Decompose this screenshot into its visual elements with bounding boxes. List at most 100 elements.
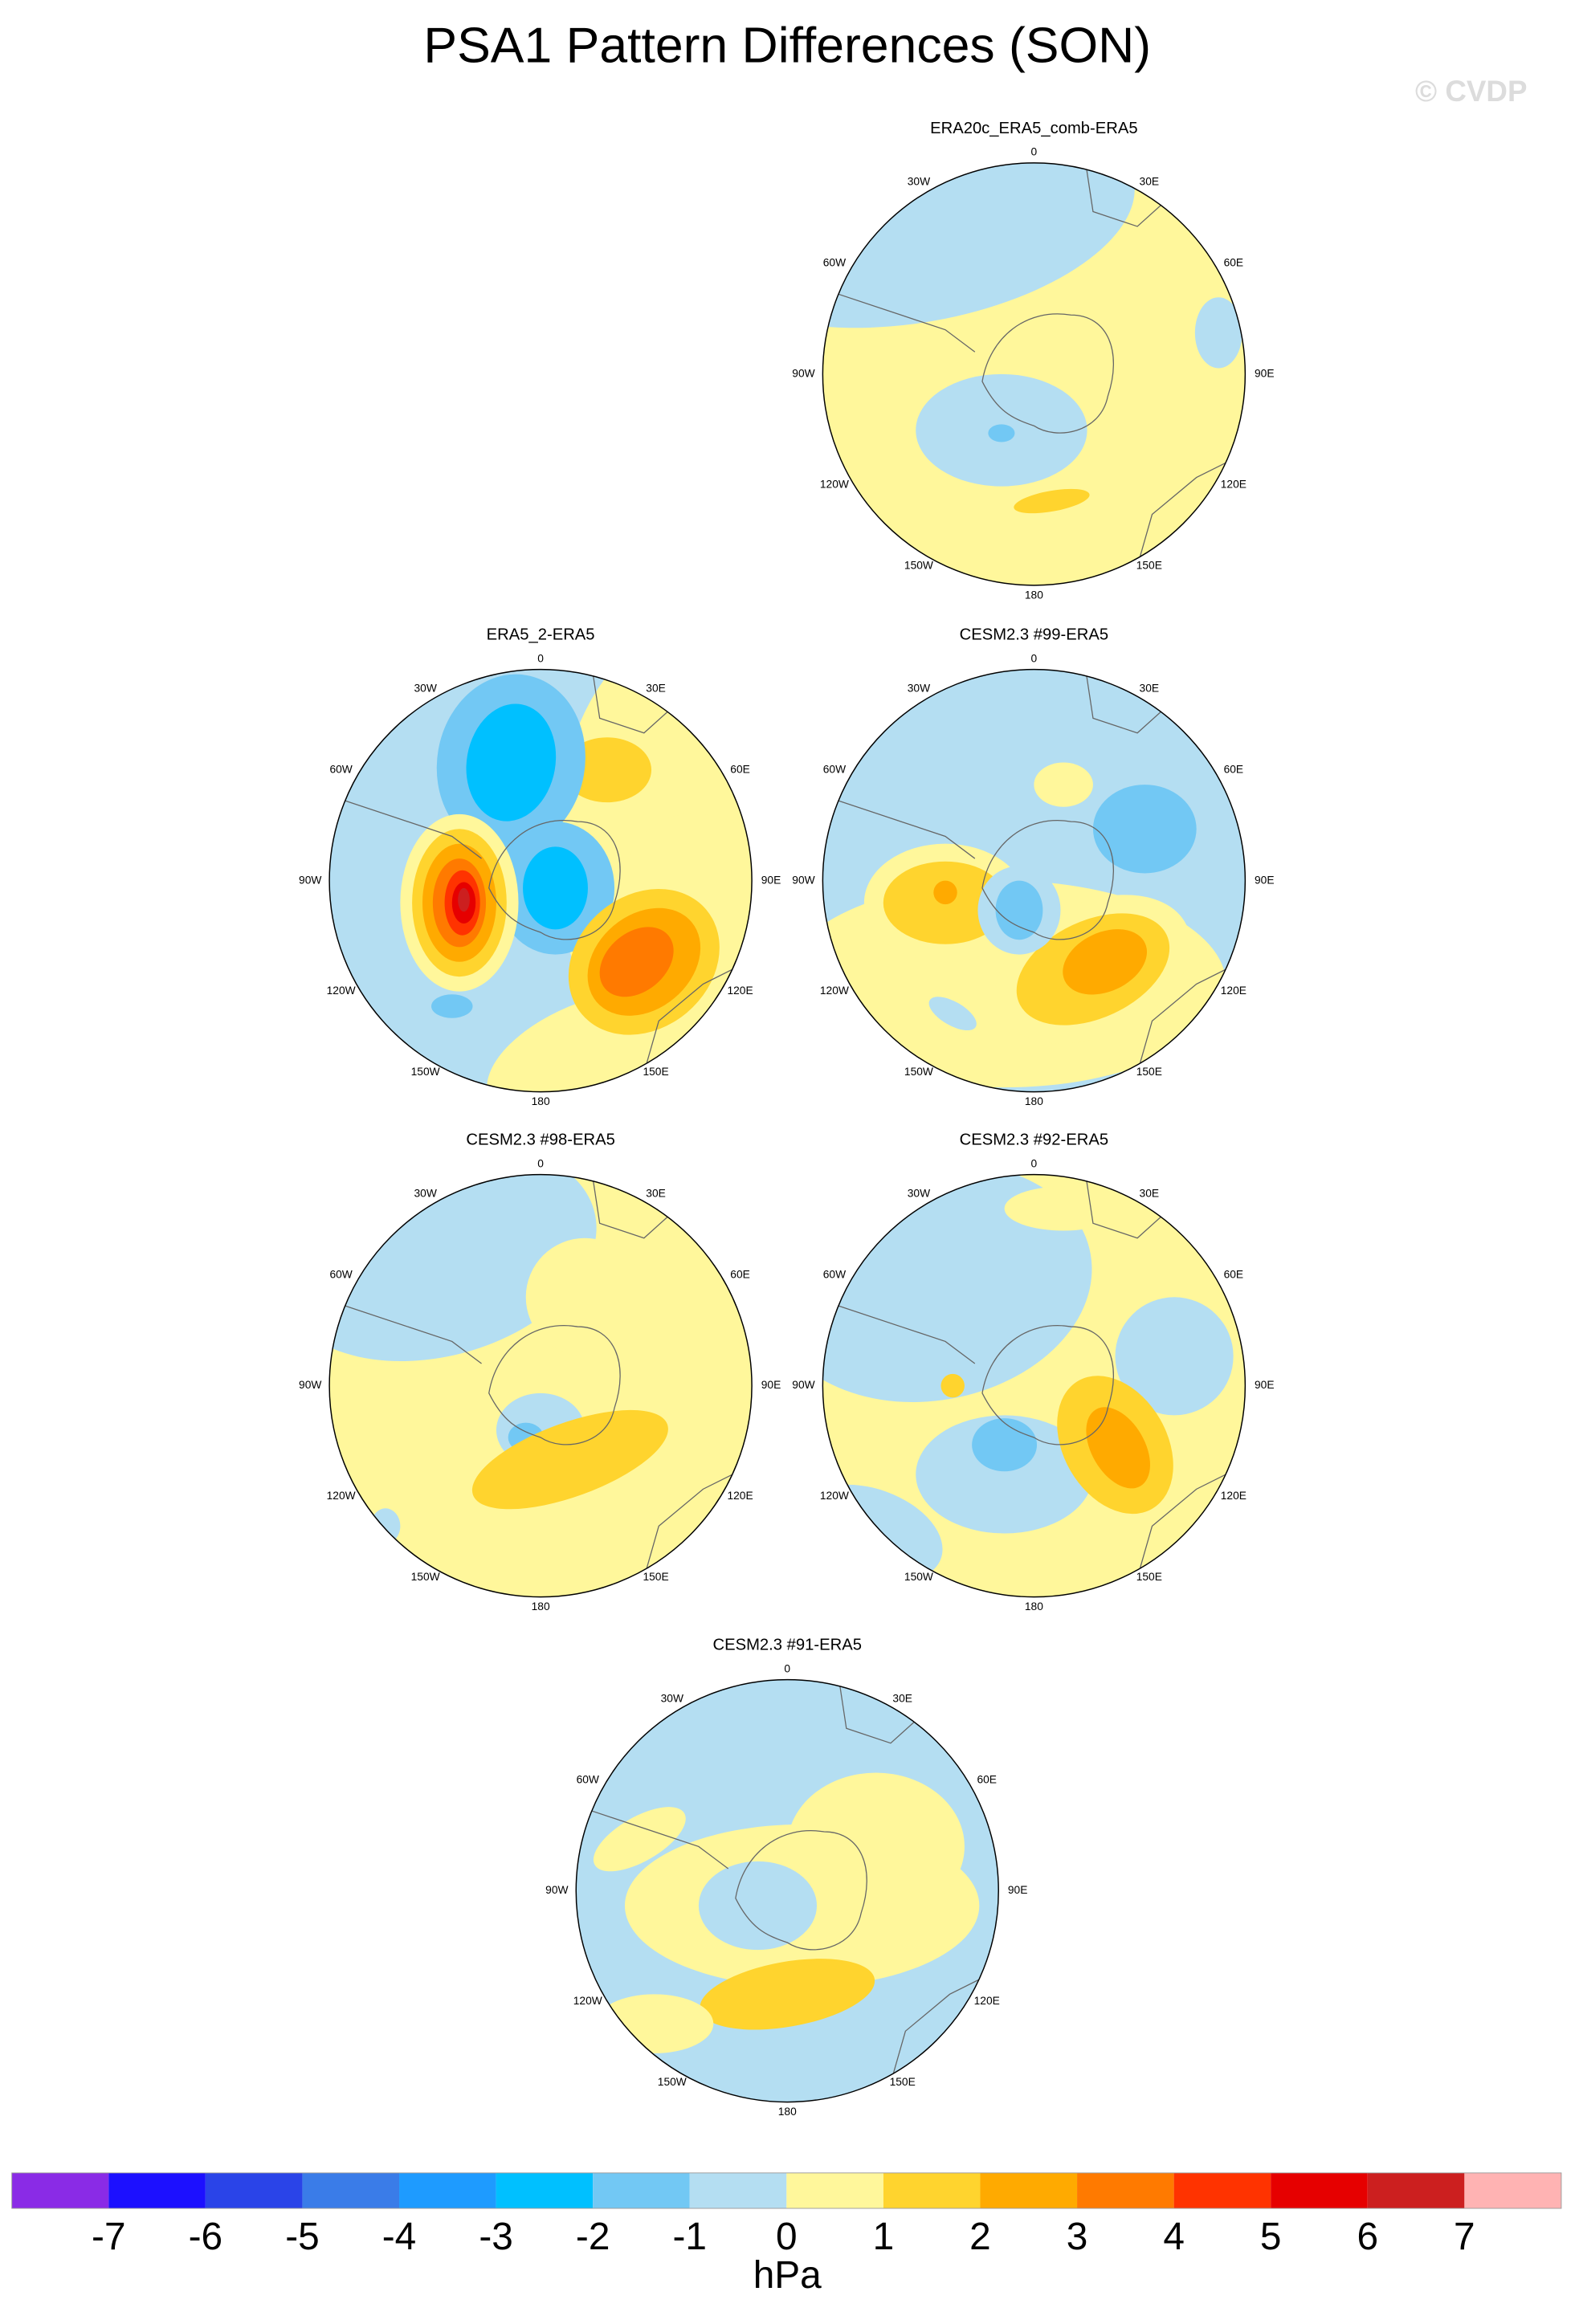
longitude-label: 150E bbox=[1136, 1571, 1162, 1583]
colorbar-box bbox=[1077, 2172, 1174, 2209]
longitude-label: 30E bbox=[646, 1187, 666, 1199]
longitude-label: 30W bbox=[414, 682, 436, 694]
longitude-label: 180 bbox=[532, 1095, 550, 1107]
map-panel: CESM2.3 #98-ERA5 0 30E 60E 90E 120E 150E 180 150… bbox=[299, 1131, 781, 1613]
longitude-label: 30W bbox=[908, 682, 930, 694]
colorbar-label: 3 bbox=[1067, 2216, 1088, 2258]
map-border bbox=[328, 668, 753, 1093]
longitude-label: 120E bbox=[974, 1995, 1000, 2007]
longitude-label: 150W bbox=[411, 1066, 440, 1078]
colorbar-label: 1 bbox=[873, 2216, 895, 2258]
colorbar-label: -1 bbox=[672, 2216, 707, 2258]
longitude-label: 150W bbox=[904, 559, 933, 571]
longitude-label: 90W bbox=[792, 1379, 814, 1391]
colorbar-label: -2 bbox=[576, 2216, 610, 2258]
longitude-label: 60E bbox=[1224, 763, 1244, 775]
contour-region bbox=[787, 1772, 965, 1921]
colorbar-box bbox=[108, 2172, 206, 2209]
longitude-label: 60W bbox=[823, 1268, 846, 1280]
contour-region bbox=[972, 1418, 1038, 1472]
map-panel: ERA20c_ERA5_comb-ERA5 0 30E 60E 90E 120E 150E 1… bbox=[792, 120, 1275, 601]
panel-title: CESM2.3 #91-ERA5 bbox=[713, 1637, 862, 1654]
longitude-label: 120E bbox=[727, 985, 753, 997]
contour-region bbox=[1194, 297, 1242, 369]
longitude-label: 90W bbox=[792, 874, 814, 886]
longitude-label: 0 bbox=[537, 1157, 544, 1169]
contour-region bbox=[995, 880, 1043, 940]
longitude-label: 150E bbox=[890, 2076, 916, 2088]
coastline bbox=[1136, 961, 1242, 1073]
colorbar-box bbox=[302, 2172, 400, 2209]
longitude-label: 0 bbox=[784, 1662, 790, 1674]
longitude-label: 120W bbox=[573, 1995, 602, 2007]
watermark: © CVDP bbox=[1415, 75, 1527, 108]
map-panel: CESM2.3 #99-ERA5 0 30E 60E 90E 120E 150E 180 150… bbox=[792, 626, 1275, 1107]
longitude-label: 30E bbox=[1140, 1187, 1160, 1199]
coastline bbox=[981, 1325, 1114, 1445]
map-fill bbox=[822, 669, 1246, 1092]
map-fill bbox=[576, 1679, 999, 2102]
colorbar-label: 0 bbox=[776, 2216, 798, 2258]
longitude-label: 180 bbox=[532, 1600, 550, 1613]
colorbar-box bbox=[11, 2172, 109, 2209]
longitude-label: 180 bbox=[1025, 1600, 1043, 1613]
colorbar-box bbox=[1271, 2172, 1368, 2209]
coastline bbox=[488, 1325, 621, 1445]
coastline bbox=[834, 798, 976, 859]
coastline bbox=[643, 1466, 748, 1578]
contour-region bbox=[1115, 1297, 1234, 1416]
coastline bbox=[981, 820, 1114, 940]
longitude-label: 30W bbox=[908, 1187, 930, 1199]
longitude-label: 90E bbox=[1255, 874, 1275, 886]
coastline bbox=[1085, 1174, 1168, 1239]
longitude-label: 120W bbox=[327, 1490, 356, 1502]
panel-title: CESM2.3 #99-ERA5 bbox=[960, 626, 1108, 644]
coastline bbox=[341, 798, 482, 859]
coastline bbox=[587, 1808, 729, 1869]
contour-region bbox=[471, 1409, 668, 1510]
longitude-label: 0 bbox=[537, 652, 544, 664]
contour-region bbox=[1004, 1186, 1123, 1231]
contour-region bbox=[1063, 929, 1148, 995]
longitude-label: 150E bbox=[1136, 559, 1162, 571]
colorbar-border bbox=[11, 2172, 1562, 2209]
longitude-label: 60E bbox=[1224, 1268, 1244, 1280]
longitude-label: 150E bbox=[643, 1571, 668, 1583]
coastline bbox=[591, 1174, 675, 1239]
colorbar: -7 -6 -5 -4 -3 -2 -1 0 1 2 3 4 5 6 7 hPa bbox=[11, 2172, 1562, 2297]
longitude-label: 60W bbox=[823, 763, 846, 775]
colorbar-box bbox=[496, 2172, 594, 2209]
longitude-label: 150W bbox=[658, 2076, 687, 2088]
longitude-label: 90E bbox=[1255, 367, 1275, 379]
longitude-label: 150E bbox=[1136, 1066, 1162, 1078]
map-panel: CESM2.3 #92-ERA5 0 30E 60E 90E 120E 150E 180 150… bbox=[792, 1131, 1274, 1613]
longitude-label: 120W bbox=[820, 985, 849, 997]
longitude-label: 120W bbox=[327, 985, 356, 997]
longitude-label: 120W bbox=[820, 1490, 849, 1502]
coastline bbox=[834, 1303, 976, 1364]
longitude-label: 90W bbox=[792, 367, 814, 379]
contour-region bbox=[458, 887, 470, 912]
longitude-label: 30E bbox=[646, 682, 666, 694]
longitude-label: 120E bbox=[727, 1490, 753, 1502]
contour-region bbox=[822, 162, 1135, 328]
figure-title: PSA1 Pattern Differences (SON) bbox=[423, 18, 1151, 74]
contour-region bbox=[933, 880, 957, 905]
longitude-label: 60E bbox=[1224, 257, 1244, 269]
contour-region bbox=[940, 1373, 965, 1398]
colorbar-label: 4 bbox=[1163, 2216, 1185, 2258]
panel-title: CESM2.3 #98-ERA5 bbox=[466, 1131, 614, 1149]
longitude-label: 90W bbox=[545, 1884, 568, 1896]
map-border bbox=[822, 162, 1246, 586]
longitude-label: 30W bbox=[661, 1692, 683, 1704]
map-border bbox=[328, 1173, 753, 1598]
map-fill bbox=[329, 1174, 753, 1597]
colorbar-label: -4 bbox=[382, 2216, 417, 2258]
contour-region bbox=[1014, 488, 1090, 514]
coastline bbox=[981, 313, 1114, 434]
longitude-label: 150W bbox=[411, 1571, 440, 1583]
map-border bbox=[575, 1678, 999, 2103]
longitude-label: 90E bbox=[761, 1379, 781, 1391]
